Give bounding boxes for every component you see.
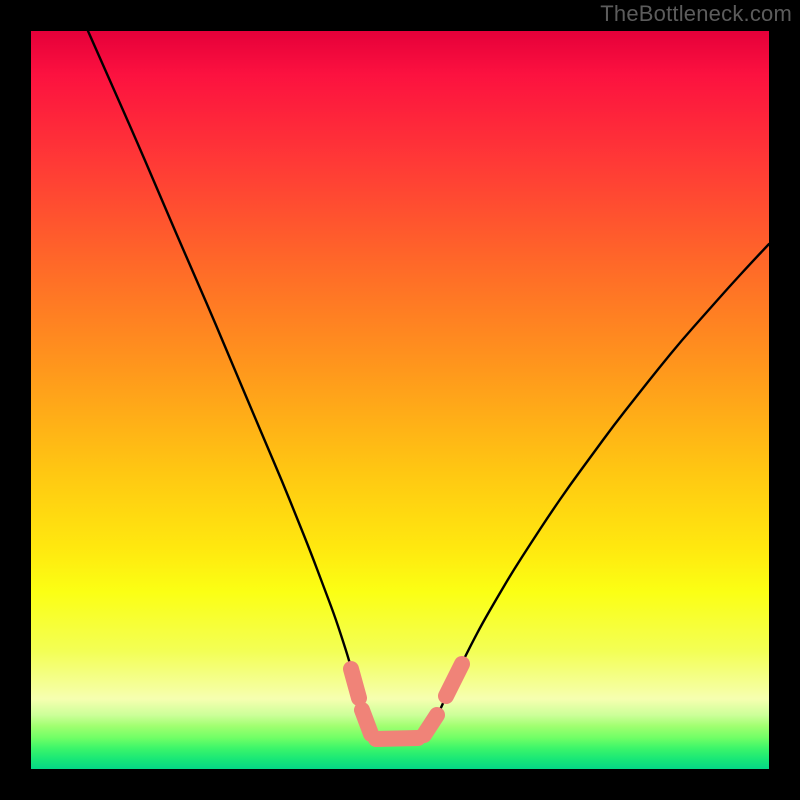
highlight-segment-0 (351, 669, 359, 698)
highlight-segment-2 (376, 738, 418, 739)
highlight-segment-3 (424, 715, 437, 735)
watermark-text: TheBottleneck.com (600, 1, 792, 27)
gradient-plot-area (31, 31, 769, 769)
highlight-segment-1 (362, 710, 371, 734)
chart-stage: TheBottleneck.com (0, 0, 800, 800)
bottleneck-chart (0, 0, 800, 800)
